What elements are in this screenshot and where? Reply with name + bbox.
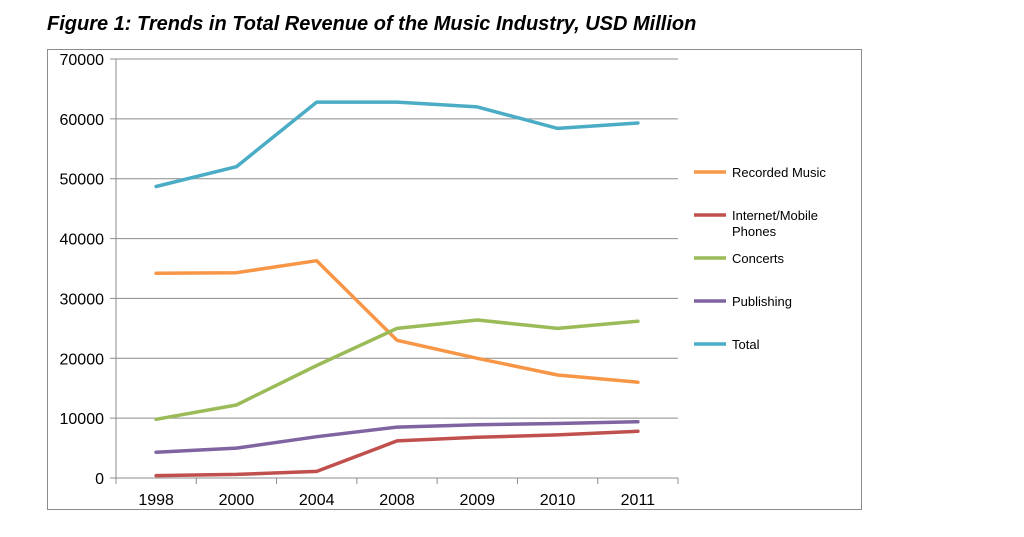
series-line-internet-mobile-phones: [154, 429, 640, 478]
legend-label: Total: [732, 337, 760, 352]
series-line-publishing: [154, 419, 640, 455]
series-line-total: [154, 100, 640, 189]
y-tick-label: 0: [95, 471, 104, 488]
legend-label: Concerts: [732, 251, 785, 266]
y-tick-label: 70000: [60, 52, 105, 69]
y-tick-label: 10000: [60, 411, 105, 428]
legend-label: Internet/Mobile Phones: [732, 208, 818, 239]
x-tick-label: 2010: [540, 492, 576, 509]
x-tick-label: 2008: [379, 492, 415, 509]
chart-frame: [47, 49, 862, 510]
x-tick-label: 2004: [299, 492, 335, 509]
y-tick-label: 60000: [60, 112, 105, 129]
x-tick-label: 2011: [621, 492, 656, 509]
series-line-concerts: [154, 318, 640, 422]
y-tick-label: 50000: [60, 172, 105, 189]
axes: 0 10000 20000 30000 40000 50000 60000 70000 1998…: [60, 52, 679, 509]
gridlines: [116, 58, 678, 419]
x-tick-label: 2009: [459, 492, 495, 509]
legend: Recorded Music Internet/Mobile Phones Conce…: [694, 165, 826, 352]
x-tick-label: 2000: [219, 492, 255, 509]
y-tick-label: 30000: [60, 291, 105, 308]
figure-title: Figure 1: Trends in Total Revenue of the…: [47, 13, 697, 35]
legend-label: Publishing: [732, 294, 792, 309]
y-tick-label: 20000: [60, 351, 105, 368]
series-lines: [154, 100, 640, 478]
legend-label: Recorded Music: [732, 165, 826, 180]
x-tick-label: 1998: [138, 492, 174, 509]
series-line-recorded-music: [154, 258, 640, 384]
y-tick-label: 40000: [60, 232, 105, 249]
